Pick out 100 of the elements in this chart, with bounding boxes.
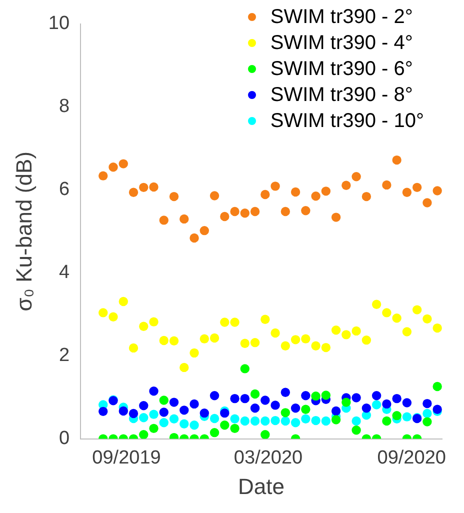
- y-tick-label: 4: [58, 262, 70, 284]
- point: [290, 418, 300, 428]
- point: [301, 334, 310, 344]
- y-tick-label: 10: [48, 13, 70, 34]
- point: [280, 416, 290, 426]
- point: [149, 386, 158, 396]
- point: [331, 415, 341, 424]
- point: [372, 400, 382, 410]
- point: [290, 404, 300, 413]
- point: [301, 404, 310, 414]
- point: [311, 391, 320, 401]
- point: [159, 408, 168, 417]
- point: [392, 394, 402, 404]
- point: [118, 159, 128, 168]
- point: [200, 408, 209, 418]
- point: [149, 182, 158, 192]
- legend-label: SWIM tr390 - 8°: [270, 83, 413, 108]
- point: [210, 428, 220, 438]
- point: [200, 226, 209, 236]
- point: [412, 305, 422, 314]
- point: [412, 182, 422, 192]
- point: [352, 425, 361, 435]
- point: [402, 398, 412, 408]
- point: [159, 418, 168, 428]
- point: [260, 396, 270, 405]
- point: [190, 348, 199, 358]
- legend-label: SWIM tr390 - 10°: [270, 109, 424, 134]
- point: [210, 333, 220, 343]
- point: [321, 416, 331, 426]
- point: [210, 191, 220, 200]
- point: [290, 187, 300, 197]
- point: [128, 343, 138, 353]
- point: [98, 171, 108, 180]
- point: [260, 314, 270, 324]
- x-axis-title: Date: [238, 474, 285, 499]
- point: [128, 408, 138, 418]
- point: [250, 416, 260, 426]
- point: [311, 341, 320, 350]
- point: [372, 300, 382, 310]
- point: [321, 186, 331, 196]
- point: [139, 322, 148, 331]
- point: [180, 214, 189, 224]
- point: [342, 180, 351, 190]
- point: [372, 391, 382, 400]
- point: [250, 206, 260, 216]
- point: [352, 393, 361, 402]
- point: [422, 314, 432, 324]
- point: [280, 408, 290, 418]
- point: [240, 208, 250, 218]
- point: [240, 416, 250, 426]
- point: [149, 424, 158, 434]
- point: [392, 410, 402, 420]
- point: [260, 416, 270, 426]
- point: [331, 406, 341, 416]
- point: [190, 233, 199, 243]
- point: [190, 399, 199, 409]
- point: [422, 198, 432, 208]
- point: [220, 420, 230, 430]
- point: [270, 400, 280, 410]
- point: [230, 206, 240, 216]
- point: [250, 404, 260, 413]
- point: [392, 313, 402, 323]
- point: [382, 416, 392, 426]
- point: [342, 330, 351, 340]
- point: [230, 424, 240, 434]
- point: [240, 394, 250, 404]
- legend-label: SWIM tr390 - 2°: [270, 5, 413, 30]
- point: [180, 419, 189, 428]
- point: [362, 192, 372, 202]
- point: [159, 216, 168, 225]
- point: [169, 414, 179, 424]
- point: [149, 317, 158, 326]
- point: [159, 336, 168, 346]
- point: [260, 190, 270, 200]
- point: [139, 413, 148, 422]
- point: [301, 206, 310, 216]
- point: [432, 382, 442, 392]
- point: [180, 406, 189, 415]
- point: [280, 388, 290, 397]
- point: [190, 420, 199, 430]
- point: [139, 401, 148, 410]
- point: [169, 336, 179, 346]
- point: [118, 406, 128, 416]
- point: [352, 326, 361, 336]
- point: [422, 417, 432, 426]
- y-axis-title: σ₀ Ku-band (dB): [11, 152, 36, 312]
- point: [382, 399, 392, 409]
- point: [321, 342, 331, 352]
- point: [128, 188, 138, 198]
- point: [159, 396, 168, 405]
- point: [270, 328, 280, 338]
- point: [180, 362, 189, 372]
- y-tick-label: 8: [58, 96, 70, 118]
- point: [280, 206, 290, 216]
- point: [331, 326, 341, 335]
- y-tick-label: 6: [58, 179, 70, 200]
- point: [301, 414, 310, 424]
- point: [321, 390, 331, 400]
- point: [402, 188, 412, 198]
- y-tick-label: 2: [58, 345, 70, 366]
